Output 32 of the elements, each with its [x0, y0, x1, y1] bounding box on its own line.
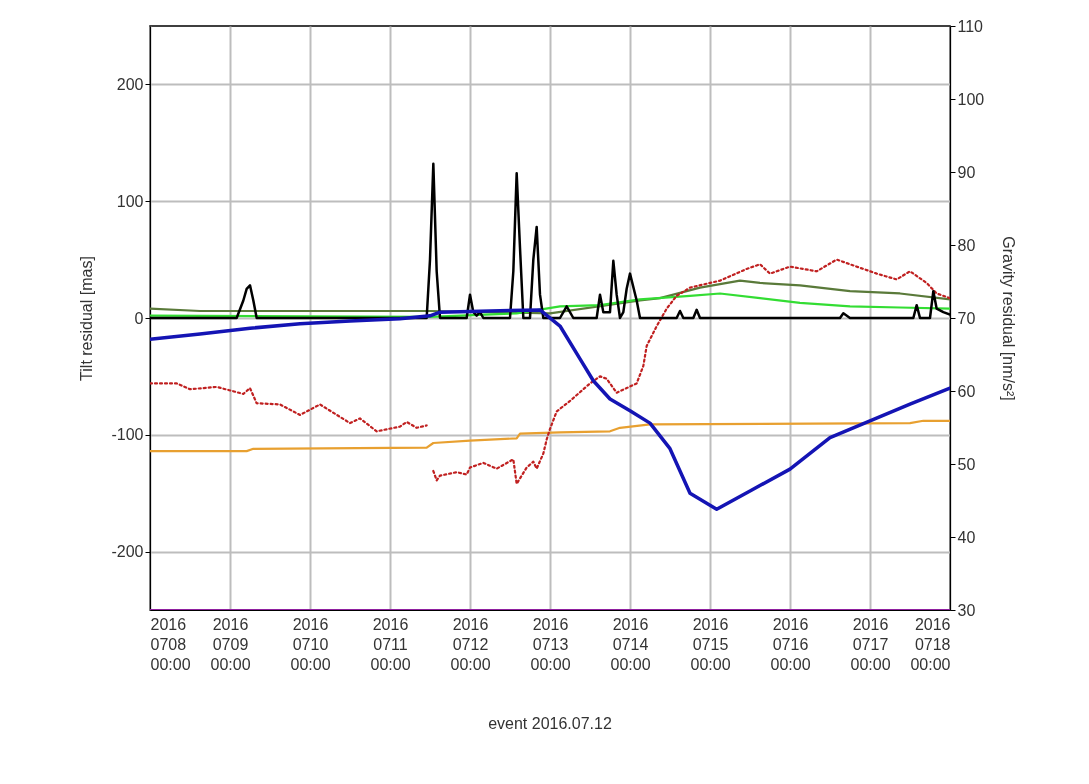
x-tick-label: 2016 0714 00:00 [610, 615, 651, 673]
y2-tick-label: 30 [957, 601, 976, 619]
x-tick-label: 2016 0715 00:00 [690, 615, 731, 673]
x-tick-label: 2016 0716 00:00 [770, 615, 811, 673]
y2-tick-label: 100 [957, 90, 985, 108]
line-series [150, 279, 950, 315]
y2-tick-label: 90 [957, 163, 976, 181]
y-tick-label: 200 [116, 75, 144, 93]
line-series [150, 308, 950, 512]
x-tick-label: 2016 0710 00:00 [290, 615, 331, 673]
y-tick-label: 0 [134, 309, 144, 327]
y2-tick-label: 60 [957, 382, 976, 400]
x-tick-label: 2016 0712 00:00 [450, 615, 491, 673]
text: event 2016.07.12 [488, 715, 612, 732]
y-tick-label: -200 [111, 543, 144, 561]
x-tick-label: 2016 0709 00:00 [210, 615, 251, 673]
y-tick-label: -100 [111, 426, 144, 444]
line-series [150, 292, 950, 318]
y2-axis-title: Gravity residual [nm/s²] [1000, 236, 1018, 401]
x-tick-label: 2016 0718 00:00 [910, 615, 951, 673]
y-axis-title: Tilt residual [mas] [78, 256, 96, 381]
y2-tick-label: 70 [957, 309, 976, 327]
x-tick-label: 2016 0711 00:00 [370, 615, 411, 673]
x-tick-label: 2016 0717 00:00 [850, 615, 891, 673]
line-series [150, 419, 950, 453]
y-tick-label: 100 [116, 192, 144, 210]
y2-tick-label: 50 [957, 455, 976, 473]
y2-tick-label: 110 [957, 17, 984, 35]
y2-tick-label: 40 [957, 528, 976, 546]
x-tick-label: 2016 0713 00:00 [530, 615, 571, 673]
y2-tick-label: 80 [957, 236, 976, 254]
x-tick-label: 2016 0708 00:00 [150, 615, 191, 673]
